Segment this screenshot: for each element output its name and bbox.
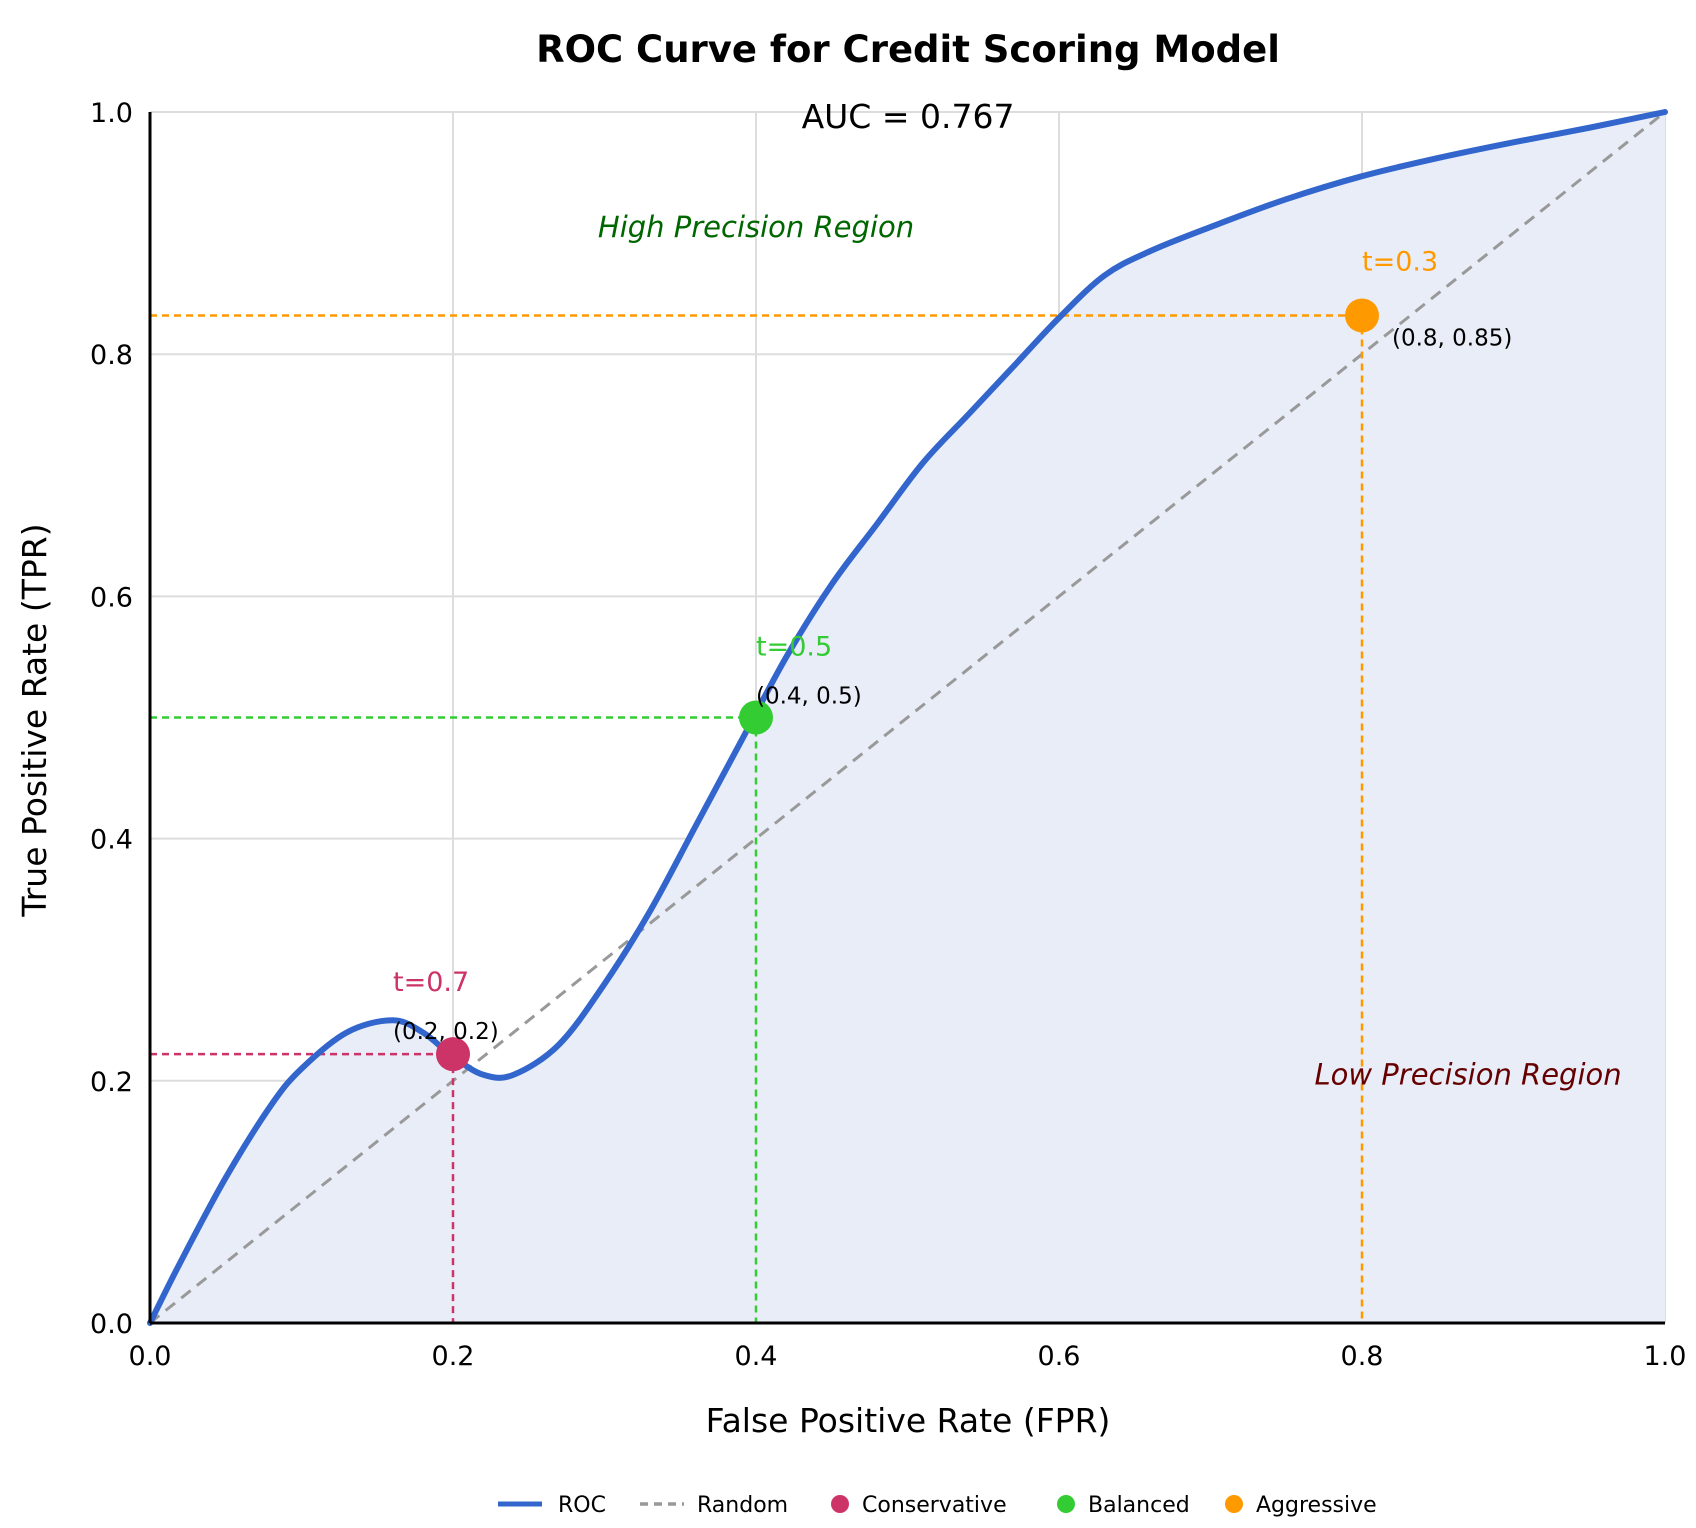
legend-label-balanced: Balanced — [1088, 1493, 1190, 1518]
y-tick-label: 0.6 — [90, 582, 133, 613]
roc-curve-line — [147, 109, 1668, 1326]
high-precision-annotation: High Precision Region — [598, 210, 914, 244]
threshold-coord-aggressive: (0.8, 0.85) — [1392, 325, 1512, 351]
x-tick-label: 1.0 — [1644, 1341, 1687, 1372]
threshold-label-aggressive: t=0.3 — [1362, 246, 1438, 277]
threshold-point-aggressive — [1345, 298, 1379, 333]
random-diagonal-line — [149, 110, 1666, 1325]
x-axis-label: False Positive Rate (FPR) — [706, 1401, 1111, 1440]
y-tick-label: 0.4 — [90, 825, 133, 856]
x-tick-label: 0.4 — [735, 1341, 778, 1372]
x-tick-label: 0.0 — [129, 1341, 172, 1372]
chart-subtitle: AUC = 0.767 — [802, 97, 1015, 136]
y-tick-label: 0.8 — [90, 340, 133, 371]
y-tick-label: 1.0 — [90, 98, 133, 129]
region-annotations: High Precision Region Low Precision Regio… — [598, 210, 1622, 1092]
threshold-guide-lines — [150, 314, 1364, 1323]
threshold-point-balanced — [739, 700, 773, 735]
threshold-coord-balanced: (0.4, 0.5) — [756, 684, 862, 710]
threshold-point-conservative — [436, 1037, 470, 1072]
threshold-label-balanced: t=0.5 — [756, 632, 832, 663]
legend-swatch-conservative — [831, 1495, 849, 1513]
threshold-label-conservative: t=0.7 — [393, 967, 469, 998]
y-tick-label: 0.0 — [90, 1309, 133, 1340]
y-axis-label: True Positive Rate (TPR) — [15, 523, 54, 917]
chart-title: ROC Curve for Credit Scoring Model — [536, 28, 1280, 71]
legend-label-roc: ROC — [558, 1493, 606, 1518]
legend-swatch-balanced — [1057, 1495, 1075, 1513]
x-tick-label: 0.8 — [1341, 1341, 1384, 1372]
x-tick-label: 0.6 — [1038, 1341, 1081, 1372]
threshold-points: t=0.7 (0.2, 0.2) t=0.5 (0.4, 0.5) t=0.3 (0.8,… — [393, 246, 1512, 1072]
x-tick-label: 0.2 — [432, 1341, 475, 1372]
legend-swatch-aggressive — [1225, 1495, 1243, 1513]
legend-label-random: Random — [697, 1493, 788, 1518]
axes — [148, 112, 1665, 1325]
threshold-coord-conservative: (0.2, 0.2) — [393, 1019, 499, 1045]
legend-label-conservative: Conservative — [862, 1493, 1007, 1518]
legend-label-aggressive: Aggressive — [1256, 1493, 1377, 1518]
y-tick-label: 0.2 — [90, 1067, 133, 1098]
tick-labels: 0.0 0.2 0.4 0.6 0.8 1.0 0.0 0.2 0.4 0.6 0.8 1.0 — [90, 98, 1686, 1372]
low-precision-annotation: Low Precision Region — [1314, 1058, 1621, 1092]
legend: ROC Random Conservative Balanced Aggressive — [498, 1493, 1377, 1518]
